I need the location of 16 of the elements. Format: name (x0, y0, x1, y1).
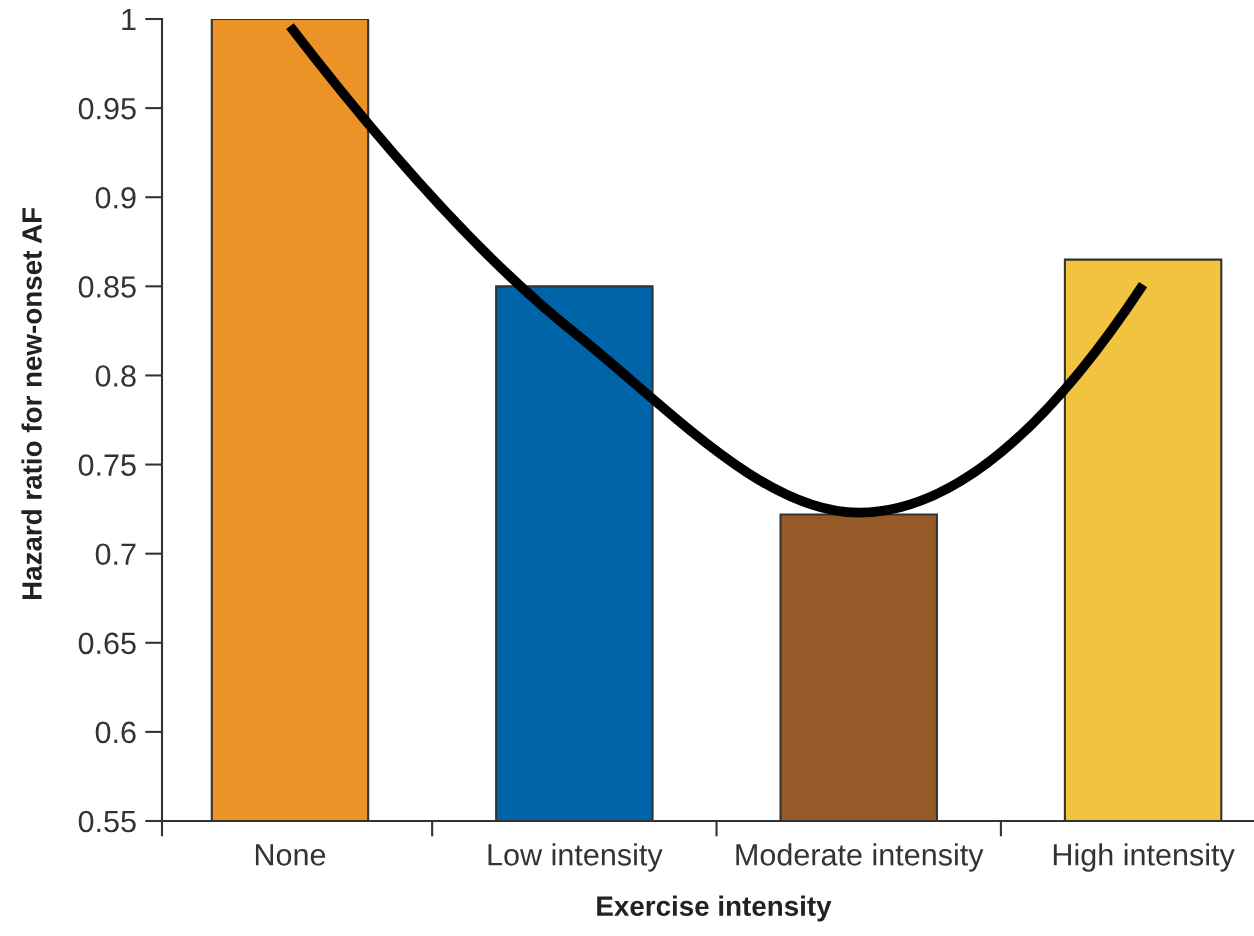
y-axis-title: Hazard ratio for new-onset AF (21, 207, 42, 600)
y-tick-label: 0.9 (95, 186, 136, 209)
y-tick-label: 0.95 (78, 97, 136, 120)
x-tick-label: None (255, 844, 326, 866)
y-tick-label: 0.6 (95, 721, 136, 744)
y-tick-label: 0.75 (78, 454, 136, 476)
x-tick-label: Moderate intensity (736, 843, 984, 872)
y-tick-label: 0.7 (95, 543, 136, 566)
x-tick-label: Low intensity (488, 843, 663, 872)
y-tick-label: 0.85 (78, 276, 136, 298)
y-tick-label: 0.8 (95, 365, 136, 387)
y-tick-label: 0.55 (78, 810, 136, 833)
y-tick-label: 1 (122, 9, 136, 31)
x-axis-title: Exercise intensity (597, 895, 832, 922)
x-tick-label: High intensity (1053, 843, 1235, 872)
y-tick-label: 0.65 (78, 632, 136, 655)
